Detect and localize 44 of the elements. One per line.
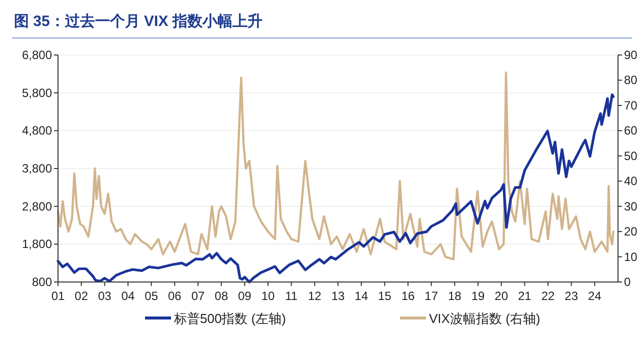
y-tick-label: 1,800: [22, 237, 52, 252]
x-tick-label: 07: [191, 289, 205, 303]
y-tick-label: 5,800: [22, 86, 52, 100]
title: 图 35：过去一个月 VIX 指数小幅上升: [14, 13, 262, 30]
y2-tick-label: 80: [624, 73, 638, 88]
y2-tick-label: 10: [624, 250, 638, 264]
x-tick-label: 21: [518, 289, 532, 303]
legend-label: 标普500指数 (左轴): [173, 311, 286, 326]
x-tick-label: 12: [308, 289, 322, 303]
x-tick-label: 14: [354, 289, 368, 303]
x-tick-label: 17: [424, 289, 438, 303]
y-tick-label: 4,800: [22, 124, 52, 138]
x-tick-label: 18: [448, 289, 462, 303]
y2-tick-label: 0: [624, 275, 631, 289]
y-tick-label: 800: [32, 275, 52, 289]
x-tick-label: 13: [331, 289, 345, 303]
x-tick-label: 16: [401, 289, 415, 303]
legend-label: VIX波幅指数 (右轴): [429, 311, 540, 326]
x-tick-label: 11: [285, 289, 298, 303]
y2-tick-label: 30: [624, 199, 638, 214]
x-tick-label: 20: [494, 289, 508, 303]
x-tick-label: 09: [238, 289, 252, 303]
x-tick-label: 19: [471, 289, 485, 303]
x-tick-label: 24: [588, 289, 602, 303]
y2-tick-label: 60: [624, 124, 638, 138]
x-tick-label: 08: [214, 289, 228, 303]
x-tick-label: 06: [168, 289, 182, 303]
x-tick-label: 10: [261, 289, 275, 303]
y2-tick-label: 70: [624, 98, 638, 112]
x-tick-label: 22: [541, 289, 555, 303]
x-tick-label: 03: [98, 289, 112, 303]
y2-tick-label: 40: [624, 174, 638, 188]
x-tick-label: 23: [564, 289, 578, 303]
y-tick-label: 2,800: [22, 199, 52, 214]
y-tick-label: 3,800: [22, 162, 52, 176]
x-tick-label: 02: [74, 289, 88, 303]
x-tick-label: 05: [144, 289, 158, 303]
x-tick-label: 01: [51, 289, 65, 303]
y2-tick-label: 90: [624, 48, 638, 62]
x-tick-label: 15: [378, 289, 392, 303]
y2-tick-label: 20: [624, 224, 638, 239]
x-tick-label: 04: [121, 289, 135, 303]
y2-tick-label: 50: [624, 148, 638, 163]
y-tick-label: 6,800: [22, 48, 52, 62]
